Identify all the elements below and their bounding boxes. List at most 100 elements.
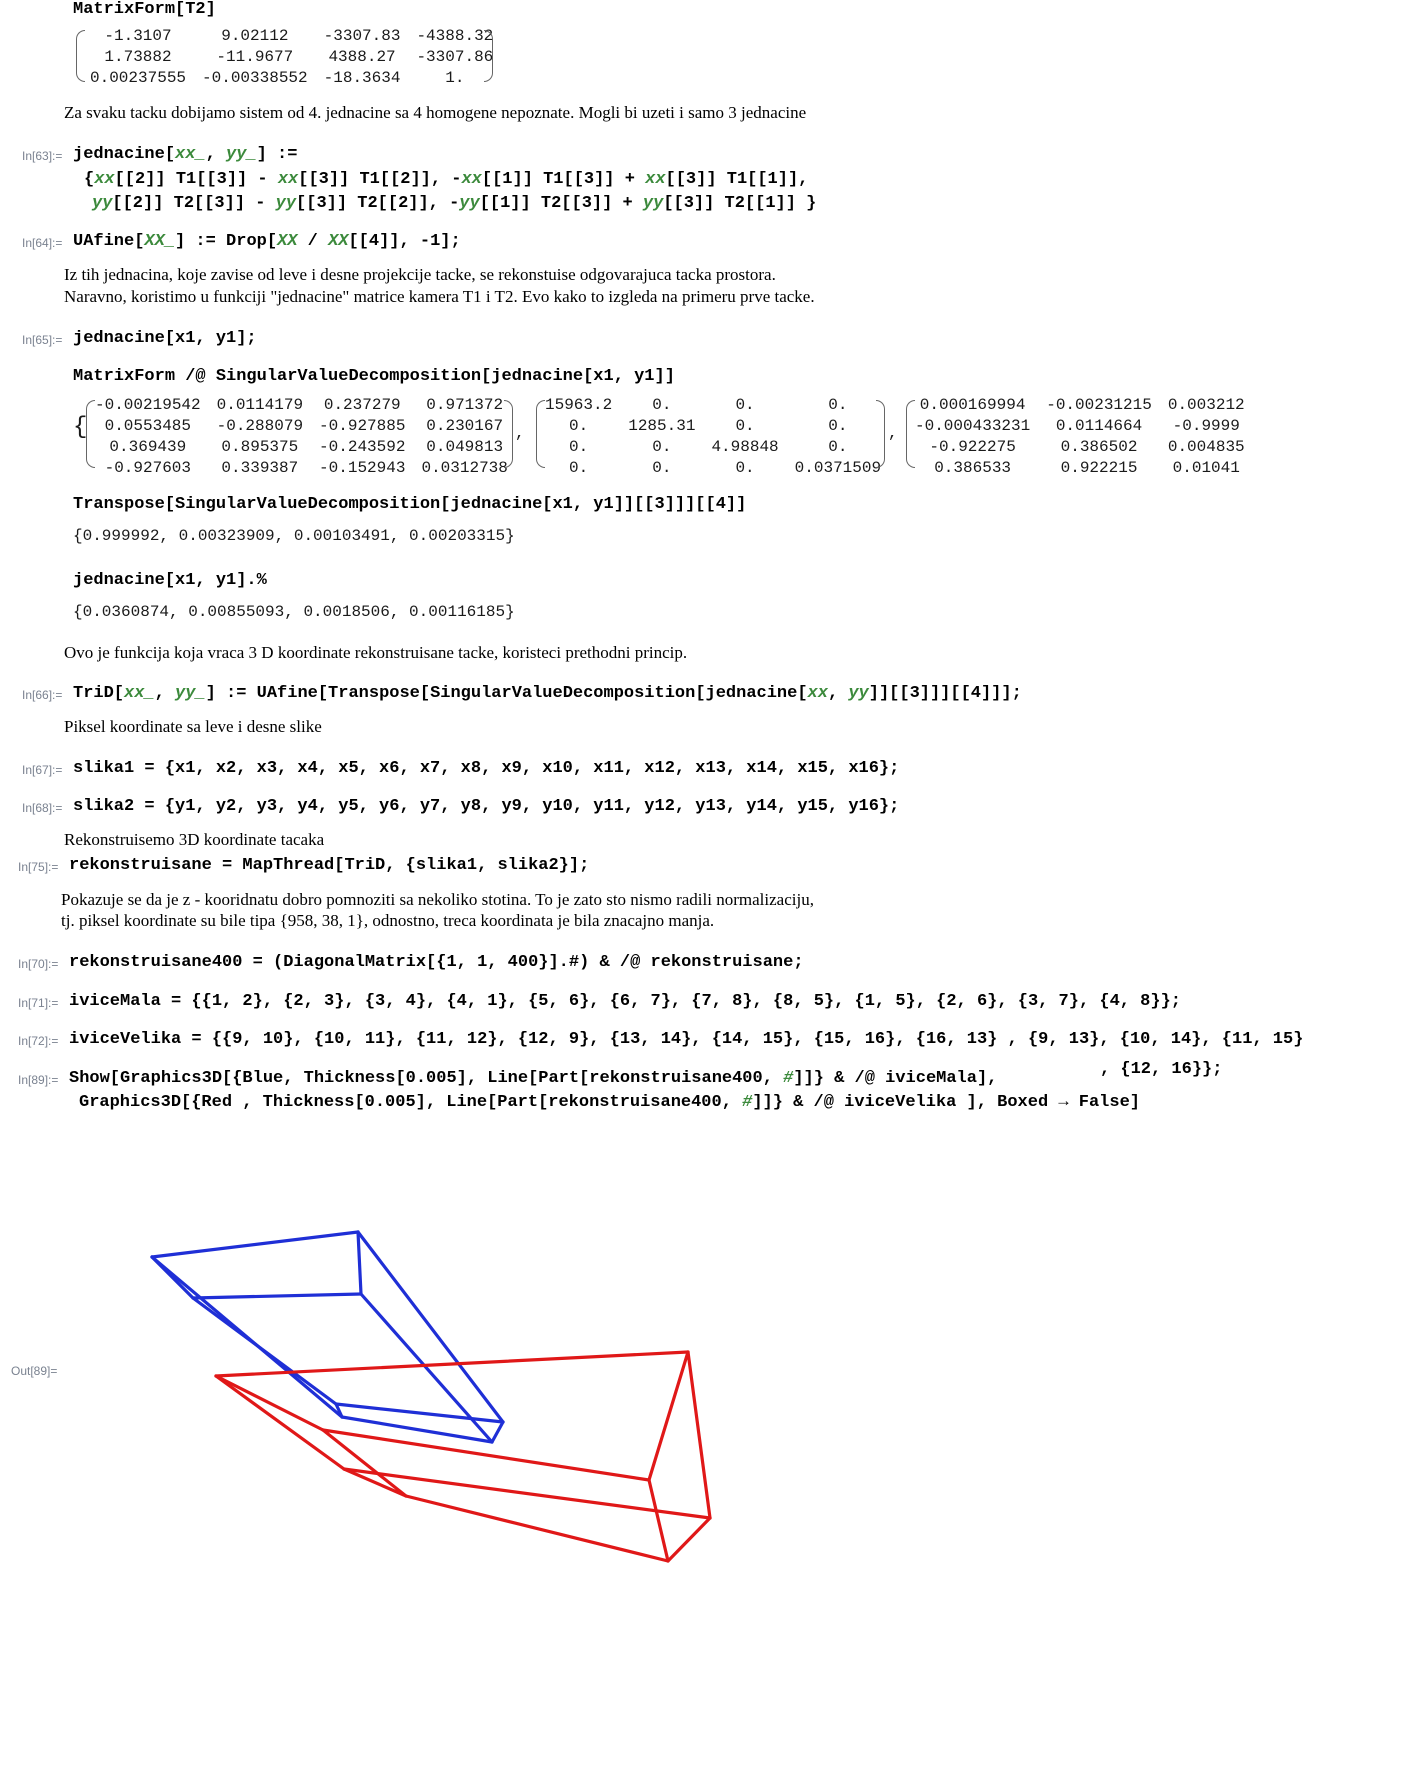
matrix-w-cell: 4.98848 <box>711 437 779 456</box>
matrix-w-cell: 0. <box>569 437 589 456</box>
matrix-v-cell: -0.922275 <box>929 437 1016 456</box>
in72-label: In[72]:= <box>18 1034 59 1048</box>
matrix-w-cell: 0. <box>652 437 672 456</box>
in63-line3[interactable]: yy[[2]] T2[[3]] - yy[[3]] T2[[2]], -yy[[… <box>92 194 817 213</box>
red-edge <box>342 1467 712 1520</box>
red-edge <box>214 1374 346 1471</box>
matrix-u-cell: 0.369439 <box>109 437 187 456</box>
input-matrixform-t2[interactable]: MatrixForm[T2] <box>73 0 216 19</box>
in66-input[interactable]: TriD[xx_, yy_] := UAfine[Transpose[Singu… <box>73 684 1022 703</box>
matrix-w-cell: 0.0371509 <box>794 458 882 477</box>
in63-line1[interactable]: jednacine[xx_, yy_] := <box>73 145 298 164</box>
matrix-t2-cell: 4388.27 <box>328 47 396 66</box>
matrix-u-cell: 0.0312738 <box>421 458 508 477</box>
matrix-u-cell: 0.230167 <box>426 416 504 435</box>
matrix-t2-cell: -3307.83 <box>323 26 401 45</box>
matrix-u-cell: 0.237279 <box>323 395 401 414</box>
matrix-v-cell: 0.01041 <box>1172 458 1240 477</box>
matrix-w-cell: 0. <box>569 458 589 477</box>
dot-input[interactable]: jednacine[x1, y1].% <box>73 571 267 590</box>
in72-input[interactable]: iviceVelika = {{9, 10}, {10, 11}, {11, 1… <box>69 1030 1304 1049</box>
svd-input[interactable]: MatrixForm /@ SingularValueDecomposition… <box>73 367 675 386</box>
matrix-u-cell: -0.927885 <box>319 416 406 435</box>
matrix-v-cell: 0.922215 <box>1060 458 1138 477</box>
out89-label: Out[89]= <box>11 1364 58 1378</box>
matrix-t2-cell: -0.00338552 <box>202 68 308 87</box>
matrix-u[interactable]: -0.00219542 0.0114179 0.237279 0.971372 0.05… <box>87 394 516 478</box>
matrix-t2-cell: -3307.86 <box>416 47 494 66</box>
matrix-v-cell: -0.000433231 <box>915 416 1031 435</box>
in89-line1[interactable]: Show[Graphics3D[{Blue, Thickness[0.005],… <box>69 1069 998 1088</box>
matrix-v[interactable]: 0.000169994 -0.00231215 0.003212 -0.0004332… <box>907 394 1253 478</box>
in70-label: In[70]:= <box>18 957 59 971</box>
matrix-w-cell: 0. <box>828 437 848 456</box>
matrix-u-cell: 0.0553485 <box>104 416 192 435</box>
red-edge <box>404 1494 670 1563</box>
in89-label: In[89]:= <box>18 1073 59 1087</box>
matrix-v-cell: 0.003212 <box>1167 395 1245 414</box>
text-normalizacija-2: tj. piksel koordinate su bile tipa {958,… <box>61 911 715 930</box>
in72-input-wrap[interactable]: , {12, 16}}; <box>1100 1060 1223 1079</box>
red-edge <box>321 1428 651 1482</box>
red-edge <box>647 1478 670 1563</box>
transpose-input[interactable]: Transpose[SingularValueDecomposition[jed… <box>73 495 747 514</box>
matrix-u-cell: -0.152943 <box>319 458 406 477</box>
in64-label: In[64]:= <box>22 236 63 250</box>
in67-label: In[67]:= <box>22 763 63 777</box>
matrix-t2-cell: 1. <box>445 68 465 87</box>
matrix-t2-cell: -18.3634 <box>323 68 401 87</box>
blue-edge <box>356 1230 505 1424</box>
in75-input[interactable]: rekonstruisane = MapThread[TriD, {slika1… <box>69 856 590 875</box>
matrix-u-row: 0.369439 0.895375 -0.243592 0.049813 <box>87 436 516 457</box>
in70-input[interactable]: rekonstruisane400 = (DiagonalMatrix[{1, … <box>69 953 804 972</box>
matrix-u-row: 0.0553485 -0.288079 -0.927885 0.230167 <box>87 415 516 436</box>
red-edge <box>666 1516 712 1563</box>
matrix-v-cell: 0.000169994 <box>919 395 1026 414</box>
text-piksel-koordinate: Piksel koordinate sa leve i desne slike <box>64 717 322 736</box>
comma-1: , <box>515 424 525 442</box>
text-rekonstrukcija-2: Naravno, koristimo u funkciji "jednacine… <box>64 287 815 306</box>
matrix-w-cell: 0. <box>569 416 589 435</box>
matrix-u-cell: -0.288079 <box>216 416 304 435</box>
matrix-u-cell: -0.243592 <box>319 437 406 456</box>
matrix-w-cell: 0. <box>735 395 755 414</box>
matrix-w-row: 0. 0. 0. 0.0371509 <box>537 457 889 478</box>
matrix-t2-cell: 9.02112 <box>221 26 289 45</box>
matrix-w-cell: 0. <box>652 395 672 414</box>
matrix-u-cell: 0.0114179 <box>216 395 304 414</box>
matrix-u-row: -0.00219542 0.0114179 0.237279 0.971372 <box>87 394 516 415</box>
in67-input[interactable]: slika1 = {x1, x2, x3, x4, x5, x6, x7, x8… <box>73 759 900 778</box>
red-edge <box>214 1350 690 1378</box>
matrix-v-row: -0.922275 0.386502 0.004835 <box>907 436 1253 457</box>
matrix-u-cell: -0.927603 <box>104 458 192 477</box>
matrix-w-cell: 0. <box>652 458 672 477</box>
matrix-v-cell: 0.004835 <box>1167 437 1245 456</box>
in71-input[interactable]: iviceMala = {{1, 2}, {2, 3}, {3, 4}, {4,… <box>69 992 1181 1011</box>
in75-label: In[75]:= <box>18 860 59 874</box>
in65-input[interactable]: jednacine[x1, y1]; <box>73 329 257 348</box>
matrix-u-row: -0.927603 0.339387 -0.152943 0.0312738 <box>87 457 516 478</box>
blue-edge <box>340 1415 494 1444</box>
matrix-v-cell: 0.386502 <box>1060 437 1138 456</box>
in63-line2[interactable]: {xx[[2]] T1[[3]] - xx[[3]] T1[[2]], -xx[… <box>84 170 809 189</box>
matrix-v-row: -0.000433231 0.0114664 -0.9999 <box>907 415 1253 436</box>
matrix-u-cell: 0.339387 <box>221 458 299 477</box>
in66-label: In[66]:= <box>22 688 63 702</box>
in65-label: In[65]:= <box>22 333 63 347</box>
matrix-v-cell: 0.0114664 <box>1055 416 1143 435</box>
matrix-w-cell: 0. <box>828 416 848 435</box>
matrix-w-row: 15963.2 0. 0. 0. <box>537 394 889 415</box>
red-edge <box>686 1350 712 1520</box>
matrix-t2[interactable]: -1.3107 9.02112 -3307.83 -4388.32 1.73882 -11… <box>82 25 501 88</box>
matrix-w-row: 0. 1285.31 0. 0. <box>537 415 889 436</box>
blue-edge <box>191 1292 363 1300</box>
matrix-w-cell: 0. <box>828 395 848 414</box>
in64-input[interactable]: UAfine[XX_] := Drop[XX / XX[[4]], -1]; <box>73 232 461 251</box>
matrix-w[interactable]: 15963.2 0. 0. 0. 0. 1285.31 0. 0. 0. 0. 4.98848 0. 0… <box>537 394 889 478</box>
blue-edge <box>490 1420 505 1444</box>
matrix-u-cell: -0.00219542 <box>95 395 201 414</box>
in89-line2[interactable]: Graphics3D[{Red , Thickness[0.005], Line… <box>79 1093 1140 1112</box>
in68-input[interactable]: slika2 = {y1, y2, y3, y4, y5, y6, y7, y8… <box>73 797 900 816</box>
text-rekonstrukcija-1: Iz tih jednacina, koje zavise od leve i … <box>64 265 776 284</box>
